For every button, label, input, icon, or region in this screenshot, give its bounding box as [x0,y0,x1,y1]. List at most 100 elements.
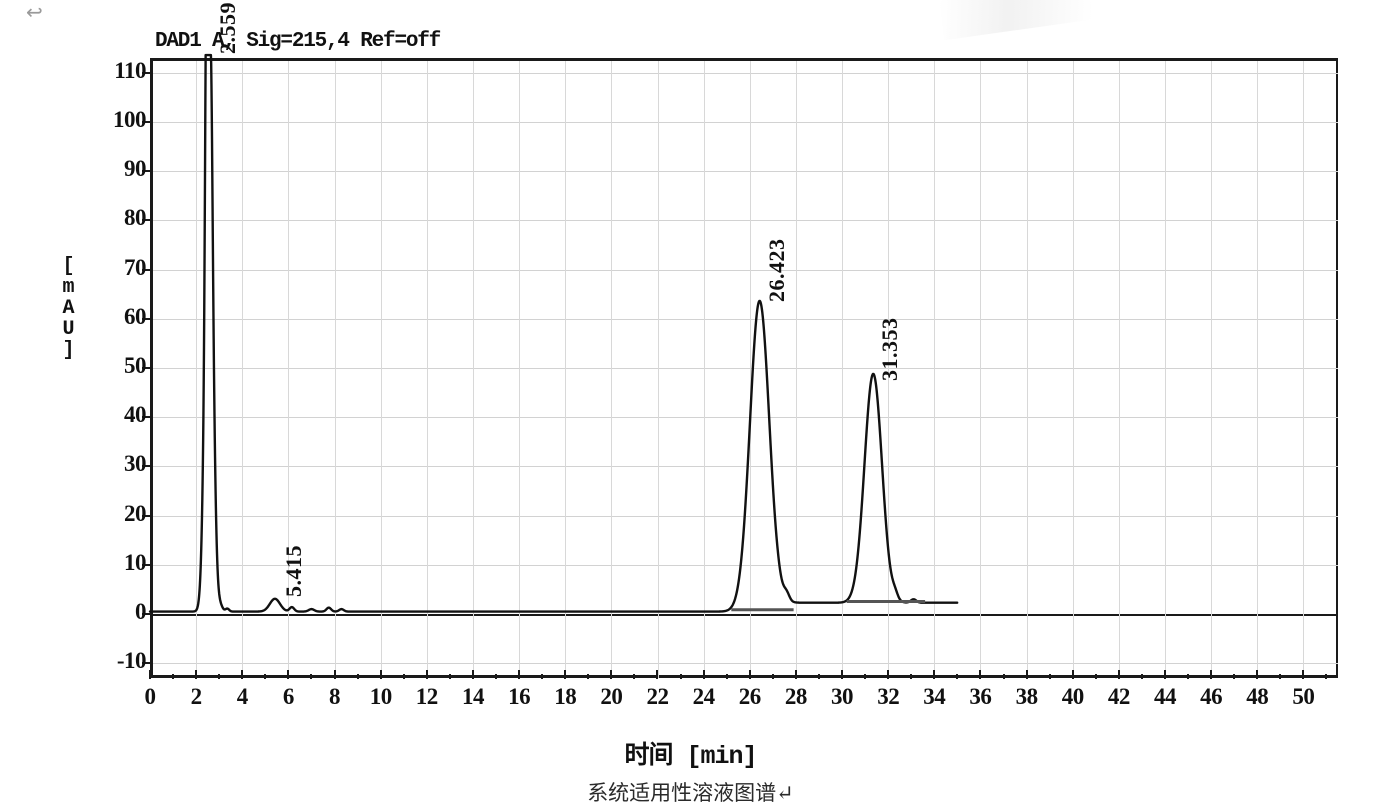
x-tick-label: 6 [282,684,295,709]
x-tick-label: 18 [554,684,577,709]
x-tick [1071,670,1074,679]
peak-label: 2.559 [215,2,241,54]
y-tick [142,613,151,616]
gridline-vertical [657,61,659,678]
y-tick [142,465,151,468]
y-tick [142,317,151,320]
baseline-integration-marks [731,600,926,612]
gridline-vertical [1118,61,1120,678]
peak-label: 31.353 [877,317,903,382]
x-tick-label: 12 [415,684,439,709]
x-tick-label: 0 [144,684,157,709]
gridline-vertical [1165,61,1166,678]
x-tick [794,670,797,679]
x-tick [610,670,613,679]
x-tick-minor [910,674,913,679]
gridline-horizontal [153,466,1338,468]
y-tick-label: 100 [113,106,147,132]
gridline-horizontal [153,220,1338,222]
x-tick-minor [218,674,221,679]
x-tick [425,670,428,679]
y-axis-line [150,58,153,678]
gridline-horizontal [153,171,1338,173]
x-tick-minor [1233,674,1236,679]
x-tick-label: 20 [600,684,623,709]
y-tick [142,367,151,369]
x-tick-minor [448,674,451,679]
x-tick [887,670,890,679]
x-tick-minor [864,674,867,679]
x-tick-label: 10 [369,684,393,709]
x-tick [933,670,936,679]
x-tick-minor [679,674,682,679]
x-tick-label: 14 [462,684,485,709]
x-tick-minor [356,674,359,679]
y-tick-label: 10 [124,549,147,575]
y-tick [142,170,151,173]
return-arrow-icon: ↩ [26,0,43,24]
y-tick-label: -10 [116,648,147,674]
y-tick [142,219,151,222]
x-tick-label: 36 [969,684,992,709]
x-tick-label: 34 [923,684,946,709]
gridline-horizontal [153,122,1338,123]
gridline-vertical [1026,61,1028,678]
x-tick-label: 42 [1107,684,1131,709]
y-tick [142,662,151,665]
x-tick-minor [1140,674,1143,679]
gridline-vertical [565,61,567,678]
x-tick-minor [587,674,590,679]
gridline-vertical [1072,61,1074,678]
y-tick-label: 90 [124,156,147,182]
x-axis-line [150,675,1338,678]
figure-caption: 系统适用性溶液图谱↵ [587,781,794,805]
gridline-vertical [888,61,890,678]
x-tick-label: 38 [1015,684,1039,709]
chart-signal-title: DAD1 A, Sig=215,4 Ref=off [155,30,441,53]
gridline-horizontal [153,72,1338,74]
x-tick [333,670,336,679]
peak-label: 5.415 [280,545,306,598]
peak-label: 26.423 [763,238,789,303]
x-tick-minor [1002,674,1005,679]
y-tick-label: 40 [124,402,147,428]
gridline-vertical [611,61,613,678]
x-tick-label: 40 [1061,684,1085,709]
y-tick-label: 30 [124,451,147,477]
y-tick-label: 50 [124,353,147,378]
gridline-horizontal [153,318,1338,320]
gridline-vertical [842,61,843,678]
x-tick-label: 32 [877,684,900,709]
gridline-vertical [703,61,705,678]
chromatogram-plot: -10 0 10 20 30 40 50 60 70 80 90 100 110 0 2 4 6 8 10 12 14… [113,2,1338,709]
x-tick-minor [771,674,774,679]
y-tick [142,416,151,419]
x-tick [841,670,844,679]
x-tick-minor [1094,674,1097,679]
y-tick [142,71,151,74]
x-tick-label: 8 [329,684,341,709]
x-tick-minor [264,674,267,679]
x-tick-minor [172,674,175,679]
x-tick-minor [1325,674,1328,679]
x-tick [702,670,705,679]
x-tick-label: 30 [831,684,854,709]
gridline-vertical [1211,61,1213,678]
x-tick-label: 4 [236,684,249,709]
x-tick [564,670,567,679]
x-tick [518,670,521,679]
gridline-vertical [795,61,797,678]
gridline-horizontal [153,417,1338,419]
x-tick [1302,670,1305,679]
x-tick [471,670,474,679]
x-tick-label: 24 [692,684,716,709]
x-tick-label: 22 [646,684,670,709]
x-tick [379,670,382,679]
gridline-horizontal [153,269,1338,271]
y-tick-label: 0 [135,599,147,625]
x-tick-minor [1048,674,1051,679]
x-tick-minor [725,674,728,679]
gridline-vertical [473,61,474,678]
x-tick-minor [1187,674,1190,679]
x-tick [1163,670,1166,679]
